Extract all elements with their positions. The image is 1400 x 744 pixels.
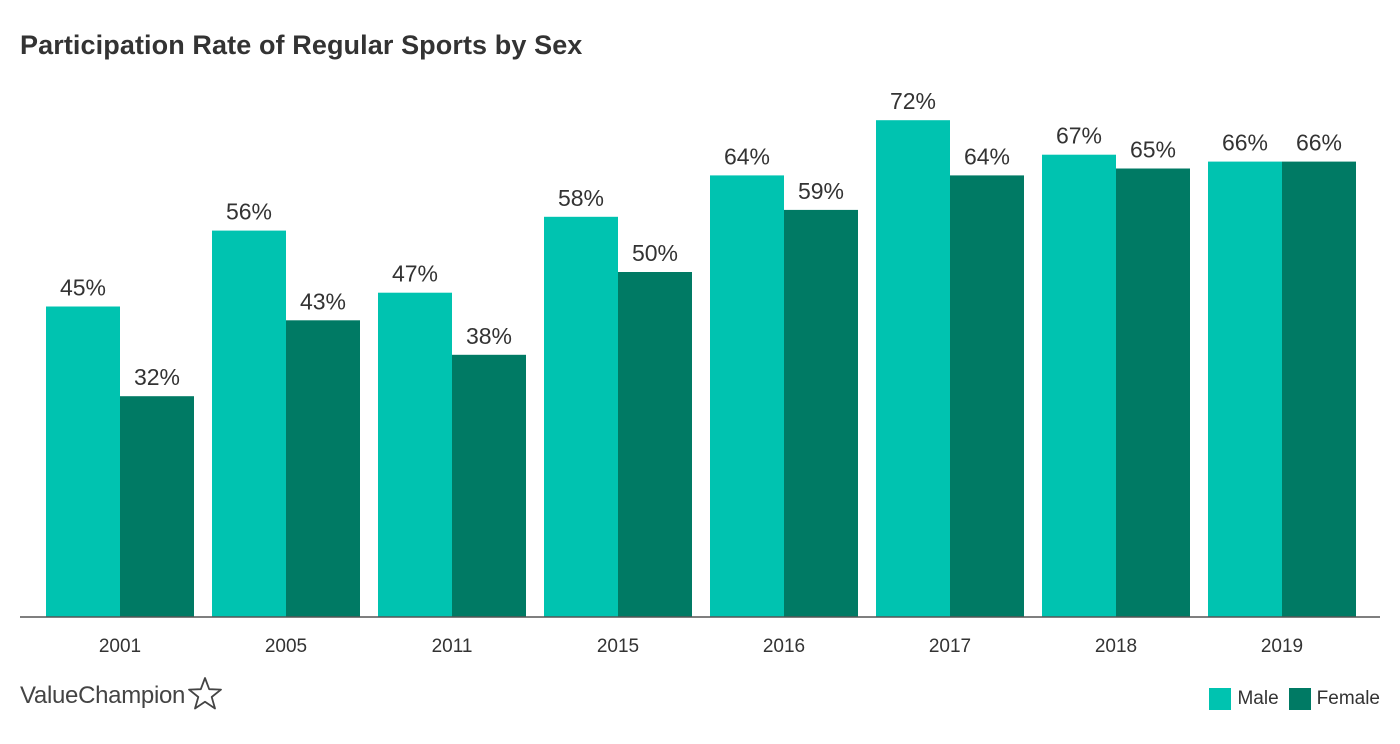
bar-female-2019 xyxy=(1282,161,1356,617)
legend-label-male: Male xyxy=(1237,688,1279,709)
bar-female-2016 xyxy=(784,209,858,617)
x-tick-label-2018: 2018 xyxy=(1095,636,1137,657)
value-label-male-2011: 47% xyxy=(392,261,438,287)
bar-male-2017 xyxy=(876,120,950,617)
bar-female-2018 xyxy=(1116,168,1190,617)
legend: Male Female xyxy=(1209,688,1380,710)
bar-male-2018 xyxy=(1042,154,1116,617)
value-label-female-2001: 32% xyxy=(134,364,180,390)
value-label-female-2015: 50% xyxy=(632,240,678,266)
bar-male-2019 xyxy=(1208,161,1282,617)
star-outline-icon xyxy=(188,677,223,710)
brand-name: ValueChampion xyxy=(20,682,186,709)
brand-logo: ValueChampion xyxy=(20,677,223,710)
value-label-male-2019: 66% xyxy=(1222,130,1268,156)
value-label-female-2018: 65% xyxy=(1130,137,1176,163)
bar-female-2015 xyxy=(618,272,692,617)
value-label-male-2018: 67% xyxy=(1056,123,1102,149)
legend-label-female: Female xyxy=(1316,688,1380,709)
value-labels-layer: 45% 32% 56% 43% 47% 38% 58% 50% 64% 59% 72% 64% 67% 6… xyxy=(60,88,1342,390)
x-tick-label-2001: 2001 xyxy=(99,636,141,657)
x-tick-label-2016: 2016 xyxy=(763,636,805,657)
bar-male-2005 xyxy=(212,230,286,617)
bar-female-2017 xyxy=(950,175,1024,617)
value-label-female-2011: 38% xyxy=(466,323,512,349)
bar-male-2016 xyxy=(710,175,784,617)
x-tick-label-2019: 2019 xyxy=(1261,636,1303,657)
value-label-male-2017: 72% xyxy=(890,88,936,114)
bar-female-2001 xyxy=(120,396,194,617)
x-tick-label-2005: 2005 xyxy=(265,636,307,657)
bar-male-2001 xyxy=(46,306,120,617)
value-label-female-2016: 59% xyxy=(798,178,844,204)
chart-title: Participation Rate of Regular Sports by … xyxy=(20,30,583,60)
value-label-female-2017: 64% xyxy=(964,143,1010,169)
value-label-male-2005: 56% xyxy=(226,199,272,225)
value-label-male-2015: 58% xyxy=(558,185,604,211)
x-axis-tick-labels: 2001 2005 2011 2015 2016 2017 2018 2019 xyxy=(99,636,1303,657)
value-label-female-2019: 66% xyxy=(1296,130,1342,156)
bar-female-2011 xyxy=(452,354,526,617)
value-label-female-2005: 43% xyxy=(300,288,346,314)
value-label-male-2016: 64% xyxy=(724,143,770,169)
legend-item-female: Female xyxy=(1288,688,1380,710)
x-tick-label-2017: 2017 xyxy=(929,636,971,657)
legend-swatch-female xyxy=(1288,688,1311,710)
bar-male-2011 xyxy=(378,292,452,617)
x-tick-label-2011: 2011 xyxy=(432,636,473,657)
bar-male-2015 xyxy=(544,216,618,618)
value-label-male-2001: 45% xyxy=(60,275,106,301)
bar-female-2005 xyxy=(286,320,360,617)
x-tick-label-2015: 2015 xyxy=(597,636,639,657)
legend-item-male: Male xyxy=(1209,688,1279,710)
bars-layer xyxy=(46,120,1356,618)
legend-swatch-male xyxy=(1209,688,1232,710)
